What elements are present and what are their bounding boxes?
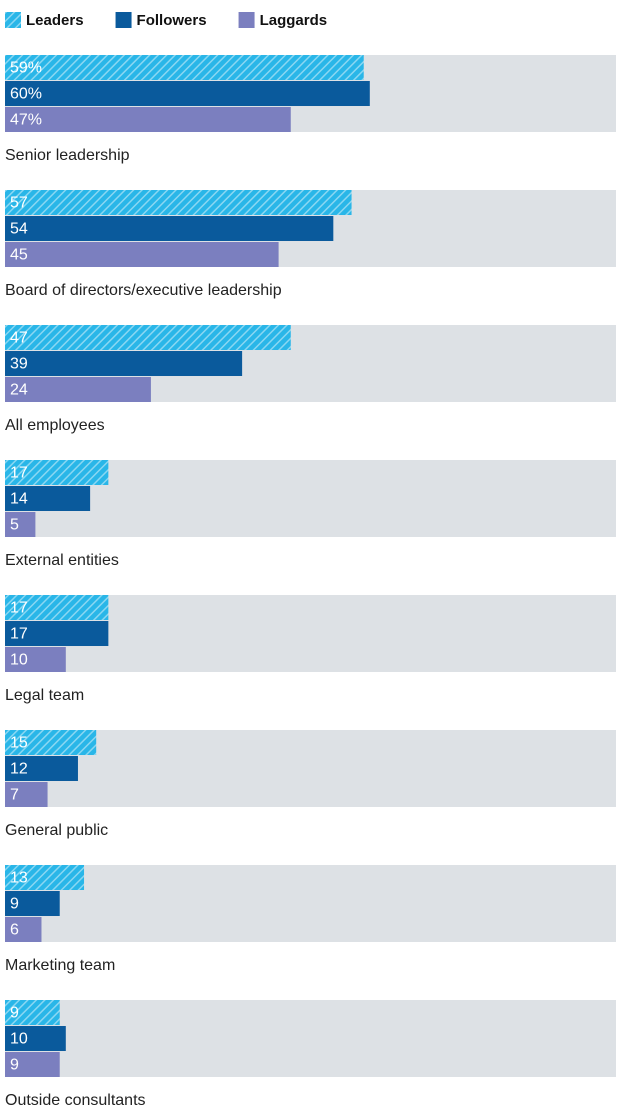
value-label: 10 (10, 1031, 28, 1048)
legend-label: Laggards (260, 12, 328, 29)
bar (5, 782, 48, 807)
value-label: 45 (10, 247, 28, 264)
category-label: Marketing team (5, 957, 115, 974)
legend-swatch (5, 12, 21, 28)
track (5, 865, 616, 942)
category-label: Board of directors/executive leadership (5, 282, 282, 299)
value-label: 5 (10, 517, 19, 534)
value-label: 47 (10, 330, 28, 347)
bar (5, 891, 60, 916)
track (5, 730, 616, 807)
value-label: 24 (10, 382, 28, 399)
value-label: 9 (10, 1005, 19, 1022)
category-label: General public (5, 822, 108, 839)
legend-label: Followers (137, 12, 207, 29)
bar (5, 865, 85, 890)
value-label: 60% (10, 86, 42, 103)
category-label: Senior leadership (5, 147, 130, 164)
category-label: Outside consultants (5, 1092, 146, 1109)
bar (5, 325, 291, 350)
bar (5, 917, 42, 942)
bar (5, 242, 279, 267)
value-label: 9 (10, 896, 19, 913)
value-label: 47% (10, 112, 42, 129)
category-label: All employees (5, 417, 105, 434)
value-label: 14 (10, 491, 28, 508)
bar (5, 351, 243, 376)
legend-label: Leaders (26, 12, 84, 29)
category-label: Legal team (5, 687, 84, 704)
value-label: 7 (10, 787, 19, 804)
value-label: 57 (10, 195, 28, 212)
bar (5, 486, 91, 511)
track (5, 1000, 616, 1077)
bar (5, 107, 291, 132)
bar (5, 55, 364, 80)
bar (5, 190, 352, 215)
value-label: 6 (10, 922, 19, 939)
bar (5, 1000, 60, 1025)
bar (5, 756, 78, 781)
value-label: 10 (10, 652, 28, 669)
bar (5, 216, 334, 241)
value-label: 13 (10, 870, 28, 887)
bar (5, 1052, 60, 1077)
value-label: 12 (10, 761, 28, 778)
value-label: 17 (10, 626, 28, 643)
bar (5, 647, 66, 672)
bar (5, 377, 151, 402)
category-label: External entities (5, 552, 119, 569)
bar (5, 512, 36, 537)
legend-swatch (238, 12, 255, 28)
bar (5, 621, 109, 646)
legend-swatch (115, 12, 132, 28)
value-label: 39 (10, 356, 28, 373)
bar (5, 595, 109, 620)
bar (5, 460, 109, 485)
value-label: 54 (10, 221, 28, 238)
value-label: 59% (10, 60, 42, 77)
value-label: 17 (10, 465, 28, 482)
bar (5, 1026, 66, 1051)
value-label: 9 (10, 1057, 19, 1074)
value-label: 17 (10, 600, 28, 617)
bar (5, 730, 97, 755)
value-label: 15 (10, 735, 28, 752)
bar (5, 81, 370, 106)
